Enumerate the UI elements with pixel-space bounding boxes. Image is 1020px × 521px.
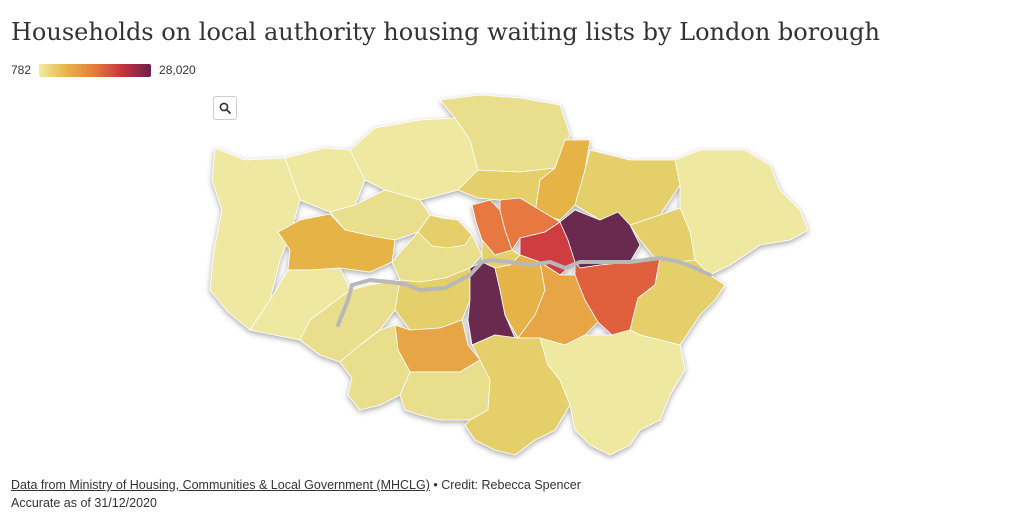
zoom-button[interactable]: [213, 96, 237, 120]
river-thames: [336, 256, 712, 327]
borough-bexley[interactable]: [629, 257, 726, 346]
borough-havering[interactable]: [674, 149, 809, 276]
borough-merton[interactable]: [394, 319, 481, 373]
accurate-date: Accurate as of 31/12/2020: [11, 496, 157, 510]
legend-min-label: 782: [11, 63, 32, 77]
borough-haringey[interactable]: [457, 167, 556, 213]
borough-croydon[interactable]: [464, 334, 571, 456]
color-legend: 782 28,020: [11, 62, 196, 78]
footer: Data from Ministry of Housing, Communiti…: [11, 476, 581, 512]
map-title: Households on local authority housing wa…: [11, 18, 880, 46]
search-icon: [219, 102, 231, 114]
borough-barnet[interactable]: [349, 117, 479, 201]
legend-max-label: 28,020: [159, 63, 196, 77]
borough-kensington-chelsea[interactable]: [417, 214, 473, 249]
legend-gradient-bar: [39, 63, 152, 77]
credit-text: Credit: Rebecca Spencer: [441, 478, 581, 492]
borough-newham[interactable]: [559, 209, 641, 269]
borough-bromley[interactable]: [539, 329, 686, 456]
source-link[interactable]: Data from Ministry of Housing, Communiti…: [11, 478, 430, 492]
borough-harrow[interactable]: [284, 147, 366, 213]
footer-separator: •: [429, 478, 442, 492]
